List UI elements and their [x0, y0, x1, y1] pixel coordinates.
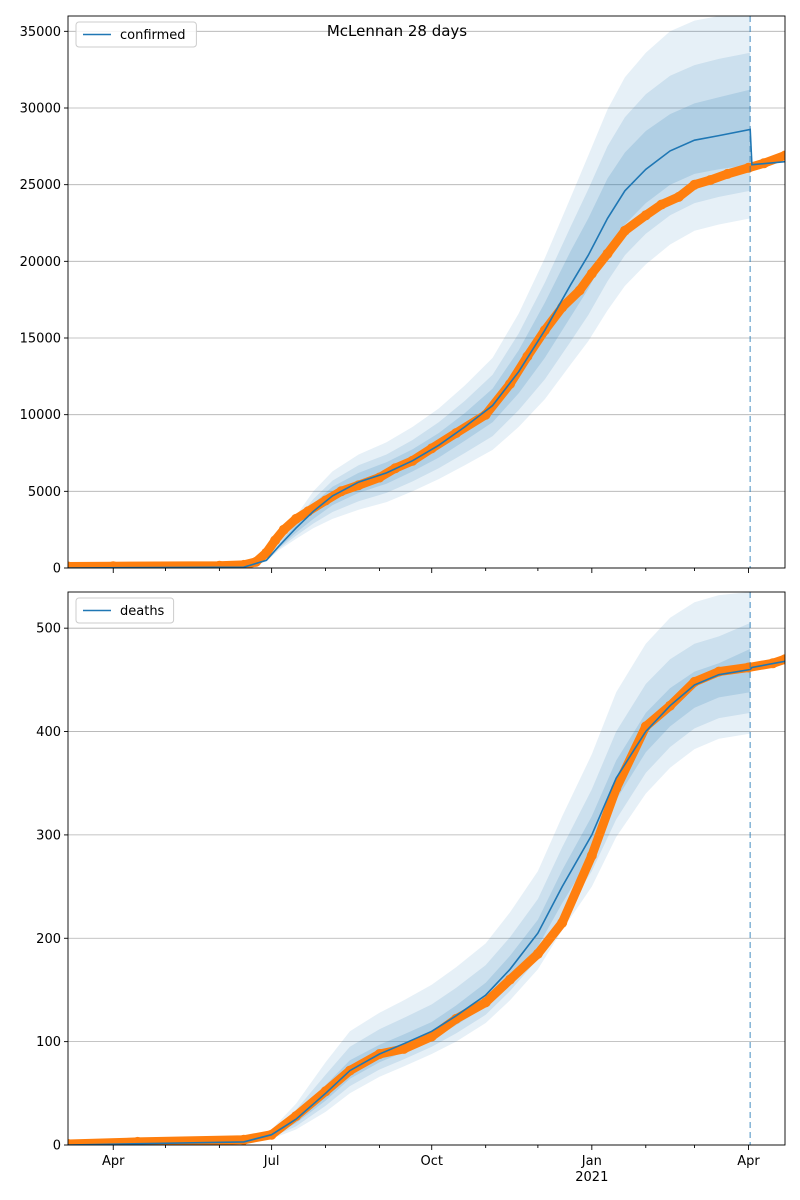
- confirmed-panel: 0 5000 10000 15000 20000 25000 30000 35000 confi…: [20, 15, 786, 577]
- confirmed-model-line: [68, 128, 785, 568]
- confirmed-ytick-label: 0: [53, 562, 61, 577]
- deaths-xtick-sublabel: 2021: [575, 1170, 608, 1185]
- deaths-observed-point: [640, 721, 651, 732]
- deaths-observed-point: [586, 850, 597, 861]
- deaths-legend-label: deaths: [120, 604, 165, 619]
- deaths-observed-point: [398, 1043, 409, 1054]
- confirmed-observed-point: [640, 210, 651, 221]
- confirmed-legend-label: confirmed: [120, 28, 186, 43]
- confirmed-observed-point: [656, 199, 667, 210]
- deaths-model-line: [68, 660, 785, 1145]
- deaths-observed-point: [320, 1086, 331, 1097]
- confirmed-observed-point: [705, 175, 716, 186]
- confirmed-observed-point: [214, 560, 225, 568]
- confirmed-observed-point: [270, 535, 281, 546]
- confirmed-observed-point: [586, 268, 597, 279]
- confirmed-observed-point: [574, 285, 585, 296]
- deaths-xtick-label: Oct: [420, 1154, 442, 1169]
- confirmed-observed-point: [689, 179, 700, 190]
- deaths-observed-point: [426, 1031, 437, 1042]
- deaths-xtick-label: Apr: [737, 1154, 760, 1169]
- confirmed-observed-point: [673, 191, 684, 202]
- deaths-plot-area: [68, 592, 785, 1145]
- confirmed-observed-point: [68, 561, 73, 568]
- confirmed-observed-point: [780, 150, 785, 161]
- confirmed-observed-point: [261, 547, 272, 558]
- confirmed-observed-point: [291, 513, 301, 524]
- confirmed-legend-box: [75, 21, 197, 48]
- confirmed-observed-point: [303, 506, 314, 517]
- deaths-observed-point: [480, 997, 491, 1008]
- deaths-ytick-label: 400: [36, 725, 61, 740]
- deaths-ytick-label: 200: [36, 932, 61, 947]
- confirmed-ytick-label: 15000: [20, 332, 61, 347]
- confirmed-axes-frame: [67, 15, 786, 569]
- confirmed-ytick-label: 25000: [20, 178, 61, 193]
- deaths-ytick-label: 300: [36, 828, 61, 843]
- confirmed-observed-point: [108, 561, 119, 568]
- confirmed-ytick-label: 10000: [20, 408, 61, 423]
- confirmed-plot-area: [68, 16, 785, 568]
- confirmed-observed-point: [722, 168, 733, 179]
- confirmed-confidence-band: [68, 89, 751, 568]
- deaths-confidence-band: [68, 592, 751, 1145]
- deaths-observed-point: [68, 1139, 73, 1145]
- confirmed-ytick-label: 35000: [20, 25, 61, 40]
- deaths-observed-point: [505, 974, 515, 985]
- confirmed-observed-point: [602, 248, 613, 259]
- deaths-xtick-label: Jan: [581, 1154, 602, 1169]
- deaths-ytick-label: 500: [36, 622, 61, 637]
- deaths-ytick-label: 0: [53, 1139, 61, 1154]
- deaths-axes-frame: [67, 591, 786, 1146]
- figure-title: McLennan 28 days: [327, 22, 467, 40]
- deaths-observed-point: [238, 1134, 249, 1145]
- deaths-xtick-label: Jul: [263, 1154, 280, 1169]
- deaths-observed-point: [532, 948, 543, 959]
- deaths-xtick-label: Apr: [102, 1154, 125, 1169]
- deaths-legend-box: [75, 597, 175, 624]
- confirmed-observed-point: [743, 162, 754, 173]
- deaths-observed-point: [557, 917, 568, 928]
- confirmed-ytick-label: 20000: [20, 255, 61, 270]
- deaths-observed-point: [291, 1111, 301, 1122]
- deaths-ytick-label: 100: [36, 1035, 61, 1050]
- confirmed-ytick-label: 30000: [20, 102, 61, 117]
- deaths-observed-point: [451, 1013, 462, 1024]
- confirmed-observed-point: [278, 524, 289, 535]
- confirmed-observed-point: [619, 225, 630, 236]
- confirmed-ytick-label: 5000: [28, 485, 61, 500]
